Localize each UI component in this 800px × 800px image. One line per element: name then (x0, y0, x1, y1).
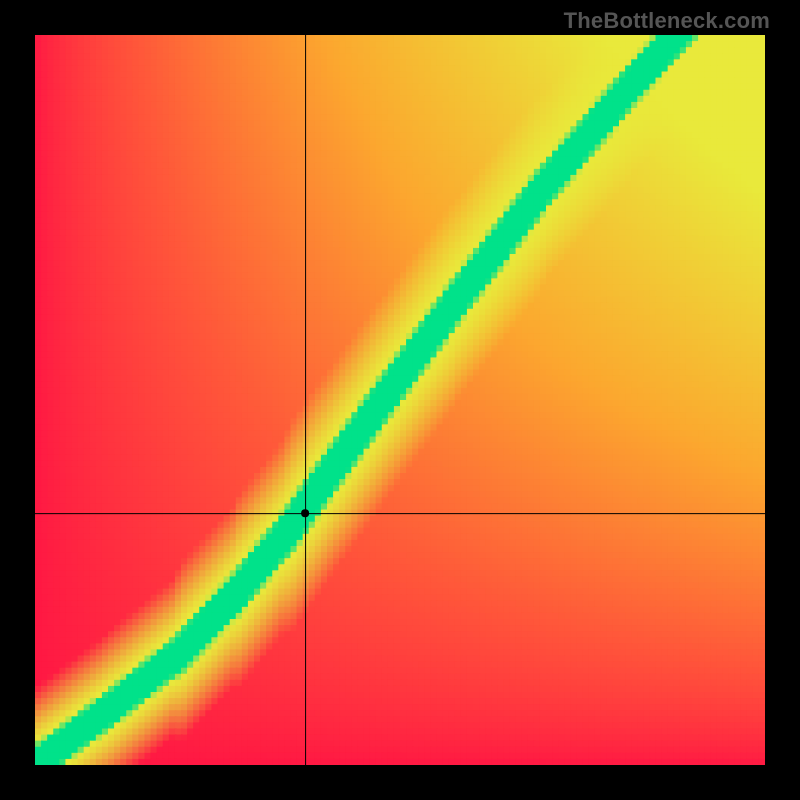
watermark-text: TheBottleneck.com (564, 8, 770, 34)
heatmap-canvas (35, 35, 765, 765)
chart-frame: TheBottleneck.com (0, 0, 800, 800)
